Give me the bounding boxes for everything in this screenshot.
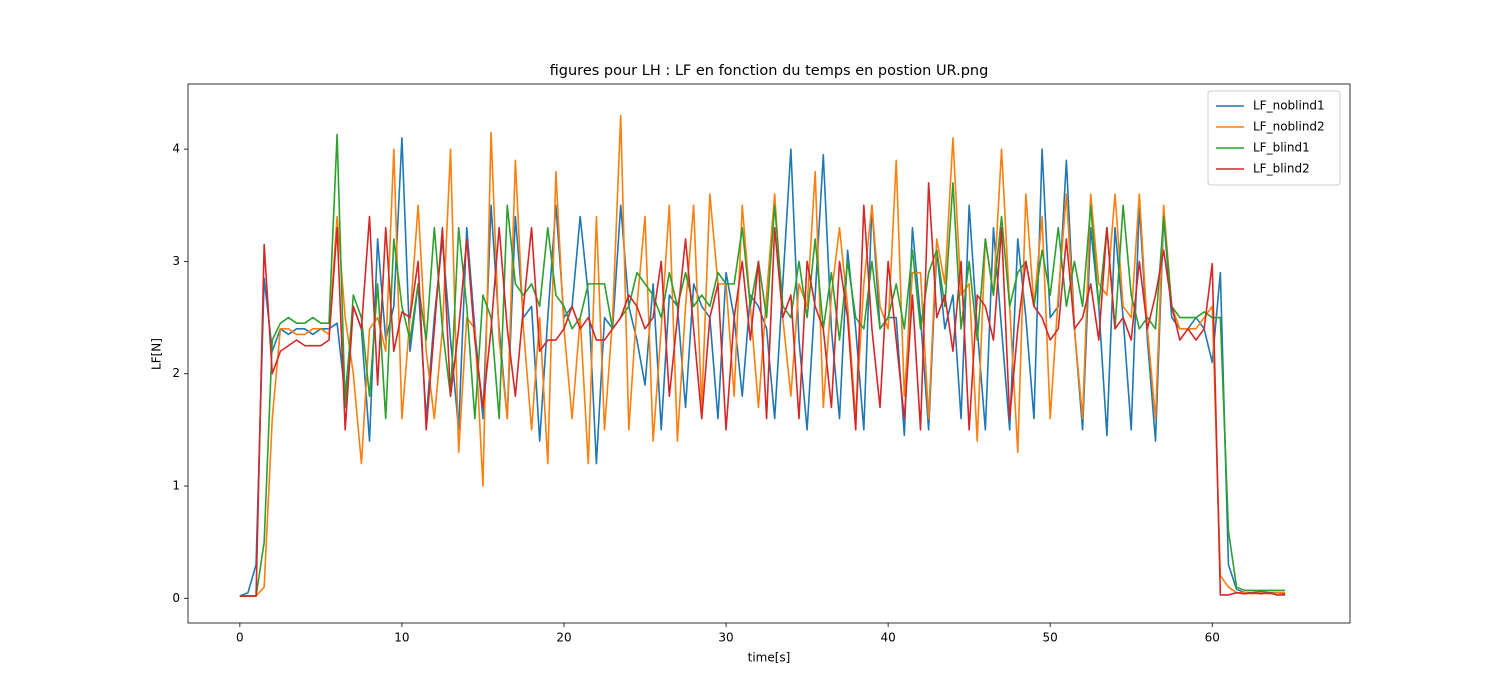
x-tick-label: 40 xyxy=(880,631,895,645)
legend-label: LF_noblind2 xyxy=(1253,120,1325,134)
legend-label: LF_noblind1 xyxy=(1253,99,1325,113)
y-tick-label: 0 xyxy=(172,591,180,605)
x-axis-label: time[s] xyxy=(748,651,791,665)
y-tick-label: 2 xyxy=(172,366,180,380)
y-axis-label: LF[N] xyxy=(150,338,164,370)
legend: LF_noblind1 LF_noblind2 LF_blind1 LF_blind2 xyxy=(1207,90,1341,186)
x-tick-label: 50 xyxy=(1043,631,1058,645)
x-tick-label: 30 xyxy=(718,631,733,645)
data-line xyxy=(239,182,1286,597)
x-tick-label: 0 xyxy=(236,631,244,645)
legend-label: LF_blind2 xyxy=(1253,162,1310,176)
plot-frame xyxy=(187,83,1351,624)
legend-box xyxy=(1207,90,1341,186)
y-tick-label: 3 xyxy=(172,254,180,268)
x-tick-label: 10 xyxy=(394,631,409,645)
chart-title: figures pour LH : LF en fonction du temp… xyxy=(550,63,989,79)
x-tick-label: 60 xyxy=(1205,631,1220,645)
y-tick-label: 1 xyxy=(172,479,180,493)
data-line xyxy=(239,114,1286,597)
data-line xyxy=(239,133,1286,597)
y-tick-label: 4 xyxy=(172,142,180,156)
x-tick-label: 20 xyxy=(556,631,571,645)
data-line xyxy=(239,137,1286,597)
legend-label: LF_blind1 xyxy=(1253,141,1310,155)
